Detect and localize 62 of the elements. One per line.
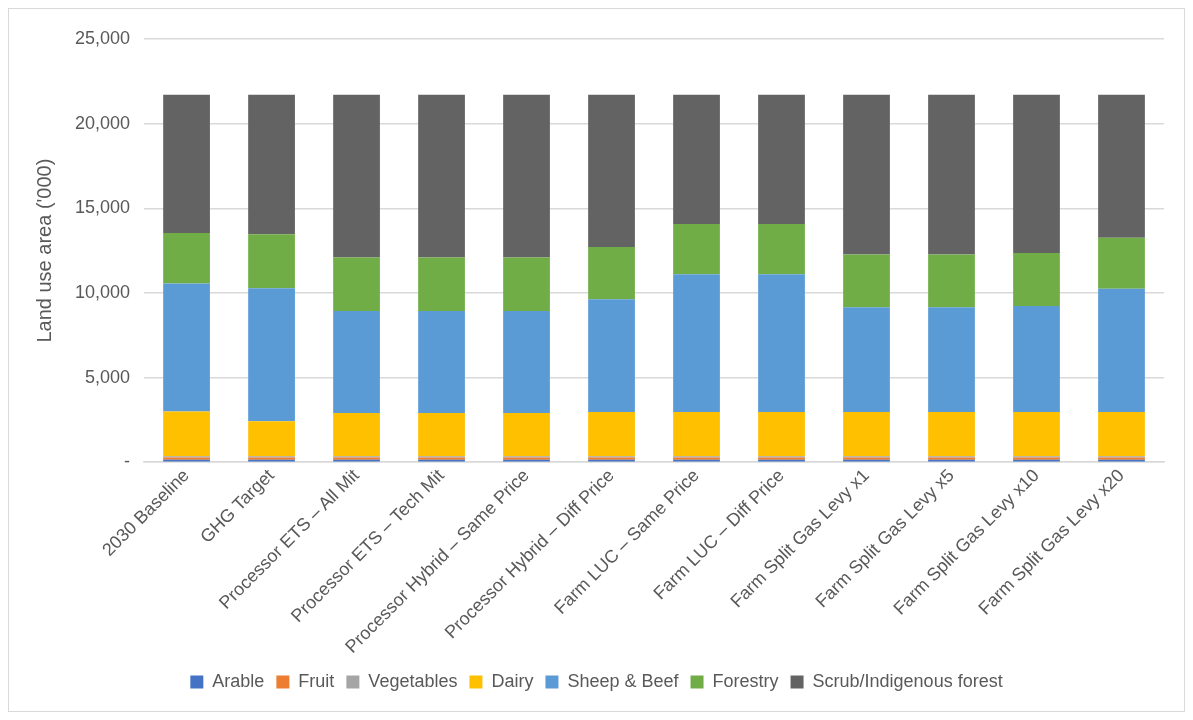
bar [843,411,890,457]
bar [1013,411,1060,457]
bar [333,257,380,312]
bar [418,311,465,414]
bar [163,411,210,457]
bar [1013,94,1060,253]
bar [333,311,380,414]
y-tick-label: - [124,451,131,472]
y-tick-label: 5,000 [85,366,131,387]
bar [1098,288,1145,412]
bar [588,94,635,248]
bar [588,247,635,300]
bar [503,311,550,414]
y-axis-title: Land use area ('000) [32,158,55,343]
legend-label: Sheep & Beef [567,670,680,691]
bar [758,411,805,457]
bar [333,94,380,258]
bar [588,299,635,412]
bar [1098,411,1145,457]
bar [1013,252,1060,306]
bar [928,307,975,412]
legend-label: Arable [212,670,265,691]
y-tick-label: 15,000 [74,197,131,218]
bar [163,283,210,412]
legend-label: Fruit [298,670,335,691]
bar [928,94,975,255]
bar [758,94,805,225]
bar [248,94,295,235]
bar [163,232,210,284]
legend-label: Vegetables [368,670,458,691]
bar [333,413,380,457]
bar [673,94,720,225]
bar [758,274,805,412]
bar [1098,94,1145,238]
bar [418,257,465,312]
bar [843,254,890,308]
bar [248,421,295,457]
bar [503,257,550,312]
bar [673,411,720,457]
bar [588,411,635,457]
bar [673,224,720,275]
bar [503,94,550,258]
bar [248,288,295,422]
legend-label: Scrub/Indigenous forest [812,670,1003,691]
bar [1013,305,1060,412]
y-tick-label: 20,000 [74,112,131,133]
bar [928,254,975,308]
bar [248,234,295,289]
bar [758,224,805,275]
bar [503,413,550,457]
bar [163,94,210,233]
bar [843,94,890,255]
legend-label: Dairy [491,670,534,691]
y-tick-label: 10,000 [74,281,131,302]
y-tick-label: 25,000 [74,27,131,48]
bar [843,307,890,412]
bar [418,413,465,457]
bar [928,411,975,457]
bar [1098,237,1145,289]
bar [418,94,465,258]
legend-label: Forestry [712,670,779,691]
bar [673,274,720,412]
